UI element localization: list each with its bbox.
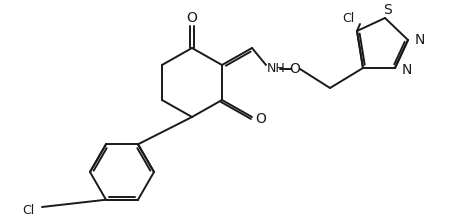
Text: NH: NH <box>267 62 286 75</box>
Text: O: O <box>289 62 301 76</box>
Text: Cl: Cl <box>342 11 354 24</box>
Text: N: N <box>415 33 425 47</box>
Text: S: S <box>384 3 392 17</box>
Text: N: N <box>402 63 412 77</box>
Text: O: O <box>255 112 267 126</box>
Text: Cl: Cl <box>22 205 34 218</box>
Text: O: O <box>186 11 198 25</box>
